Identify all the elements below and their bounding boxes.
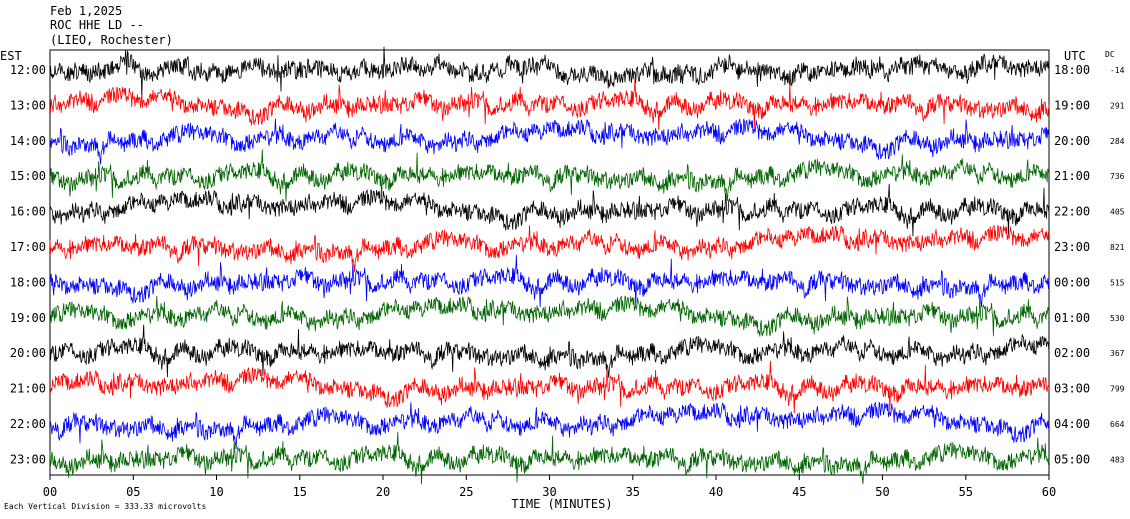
est-label: 20:00 bbox=[10, 346, 46, 360]
trace-1700 bbox=[49, 224, 1050, 272]
x-tick-group: 00 05 10 15 20 25 30 35 40 45 50 55 60 bbox=[43, 475, 1056, 499]
dc-value: 736 bbox=[1110, 172, 1125, 181]
dc-value: 799 bbox=[1110, 385, 1125, 394]
trace-2200 bbox=[49, 401, 1050, 449]
utc-label: 21:00 bbox=[1054, 169, 1090, 183]
trace-1600 bbox=[49, 183, 1050, 237]
utc-label: 22:00 bbox=[1054, 205, 1090, 219]
dc-value: 284 bbox=[1110, 137, 1125, 146]
header-date: Feb 1,2025 bbox=[50, 4, 123, 18]
trace-2000 bbox=[49, 324, 1050, 378]
x-tick-label: 45 bbox=[792, 485, 806, 499]
utc-label: 20:00 bbox=[1054, 134, 1090, 148]
x-tick-label: 55 bbox=[959, 485, 973, 499]
est-label: 13:00 bbox=[10, 98, 46, 112]
utc-label: 03:00 bbox=[1054, 382, 1090, 396]
header-location: (LIEO, Rochester) bbox=[50, 33, 173, 47]
utc-label: 19:00 bbox=[1054, 98, 1090, 112]
est-label: 21:00 bbox=[10, 382, 46, 396]
utc-label: 18:00 bbox=[1054, 63, 1090, 77]
trace-1800 bbox=[49, 254, 1050, 308]
x-tick-label: 35 bbox=[626, 485, 640, 499]
est-label: 16:00 bbox=[10, 205, 46, 219]
utc-label: 02:00 bbox=[1054, 346, 1090, 360]
trace-1300 bbox=[49, 77, 1050, 131]
x-tick-label: 30 bbox=[542, 485, 556, 499]
dc-value: 405 bbox=[1110, 208, 1125, 217]
footer-note: Each Vertical Division = 333.33 microvol… bbox=[4, 502, 206, 511]
x-tick-label: 25 bbox=[459, 485, 473, 499]
x-axis-label: TIME (MINUTES) bbox=[511, 497, 612, 511]
header-station: ROC HHE LD -- bbox=[50, 18, 144, 32]
utc-label: 04:00 bbox=[1054, 417, 1090, 431]
trace-2100 bbox=[49, 360, 1050, 414]
trace-1400 bbox=[49, 118, 1050, 165]
dc-value: 515 bbox=[1110, 278, 1125, 287]
x-tick-label: 20 bbox=[376, 485, 390, 499]
utc-label: 00:00 bbox=[1054, 275, 1090, 289]
est-label: 14:00 bbox=[10, 134, 46, 148]
x-tick-label: 00 bbox=[43, 485, 57, 499]
trace-group bbox=[49, 46, 1050, 485]
dc-value: 821 bbox=[1110, 243, 1125, 252]
x-tick-label: 05 bbox=[126, 485, 140, 499]
est-label: 22:00 bbox=[10, 417, 46, 431]
est-label: 17:00 bbox=[10, 240, 46, 254]
trace-1200 bbox=[49, 46, 1050, 99]
est-label: 12:00 bbox=[10, 63, 46, 77]
dc-value: 483 bbox=[1110, 455, 1125, 464]
row-label-group: 12:00 18:00 -14 13:00 19:00 291 14:00 20:00 284 1… bbox=[10, 63, 1125, 466]
dc-value: 367 bbox=[1110, 349, 1125, 358]
utc-label: 01:00 bbox=[1054, 311, 1090, 325]
utc-label: 23:00 bbox=[1054, 240, 1090, 254]
x-tick-label: 40 bbox=[709, 485, 723, 499]
trace-2300 bbox=[49, 431, 1050, 485]
right-axis-title: UTC bbox=[1064, 49, 1086, 63]
est-label: 19:00 bbox=[10, 311, 46, 325]
x-tick-label: 60 bbox=[1042, 485, 1056, 499]
est-label: 23:00 bbox=[10, 452, 46, 466]
plot-frame bbox=[49, 49, 1050, 476]
est-label: 18:00 bbox=[10, 275, 46, 289]
left-axis-title: EST bbox=[0, 49, 22, 63]
x-tick-label: 10 bbox=[209, 485, 223, 499]
x-tick-label: 15 bbox=[293, 485, 307, 499]
dc-value: 664 bbox=[1110, 420, 1125, 429]
trace-1900 bbox=[49, 295, 1050, 337]
trace-1500 bbox=[49, 149, 1050, 202]
dc-value: 530 bbox=[1110, 314, 1125, 323]
est-label: 15:00 bbox=[10, 169, 46, 183]
utc-label: 05:00 bbox=[1054, 452, 1090, 466]
dc-value: -14 bbox=[1110, 66, 1125, 75]
dc-value: 291 bbox=[1110, 101, 1125, 110]
x-tick-label: 50 bbox=[875, 485, 889, 499]
dc-title: DC bbox=[1105, 50, 1115, 59]
